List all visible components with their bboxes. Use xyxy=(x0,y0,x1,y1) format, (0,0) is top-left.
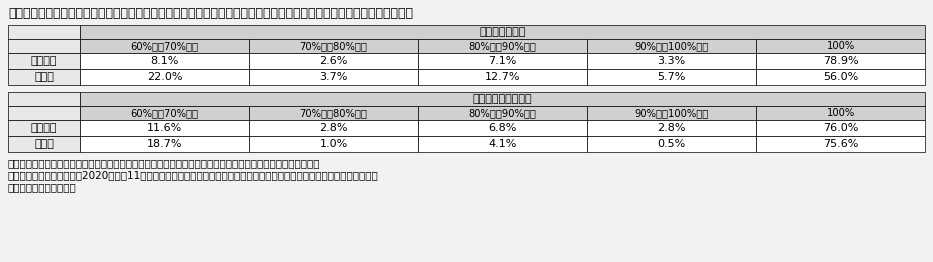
Text: 1.0%: 1.0% xyxy=(319,139,348,149)
Bar xyxy=(587,106,756,120)
Bar xyxy=(249,106,418,120)
Text: 78.9%: 78.9% xyxy=(823,56,858,66)
Bar xyxy=(418,39,587,53)
Bar xyxy=(418,120,587,136)
Bar xyxy=(418,53,587,69)
Text: 56.0%: 56.0% xyxy=(823,72,858,82)
Text: 60%以上70%未満: 60%以上70%未満 xyxy=(131,41,199,51)
Text: 付１－（６）－３表　雇用調整助成金・緊急雇用安定助成金における休業手当支払率ごとの支給決定件数の割合（休業）: 付１－（６）－３表 雇用調整助成金・緊急雇用安定助成金における休業手当支払率ごと… xyxy=(8,7,413,20)
Bar xyxy=(587,69,756,85)
Text: 雇用調整助成金: 雇用調整助成金 xyxy=(480,27,525,37)
Bar xyxy=(8,69,80,85)
Bar xyxy=(8,25,80,39)
Text: 90%以上100%未満: 90%以上100%未満 xyxy=(634,41,709,51)
Text: 18.7%: 18.7% xyxy=(146,139,182,149)
Text: 緊急雇用安定助成金: 緊急雇用安定助成金 xyxy=(473,94,533,104)
Text: 75.6%: 75.6% xyxy=(823,139,858,149)
Text: 12.7%: 12.7% xyxy=(485,72,521,82)
Text: 資料出所　厚生労働省職業安定局が実施したサンプル調査をもとに厚生労働省政策統括官付政策統括室にて作成: 資料出所 厚生労働省職業安定局が実施したサンプル調査をもとに厚生労働省政策統括官… xyxy=(8,158,321,168)
Bar xyxy=(80,92,925,106)
Text: 2.6%: 2.6% xyxy=(319,56,348,66)
Bar xyxy=(80,25,925,39)
Bar xyxy=(8,53,80,69)
Bar xyxy=(8,106,80,120)
Bar xyxy=(418,106,587,120)
Bar xyxy=(249,120,418,136)
Text: （注）　サンプル調査は、2020年５～11月の間に支給決定したものについてサンプル調査を実施。休業手当支払率が不明なも: （注） サンプル調査は、2020年５～11月の間に支給決定したものについてサンプ… xyxy=(8,170,379,180)
Bar xyxy=(80,69,249,85)
Text: のを除いている。: のを除いている。 xyxy=(8,182,77,192)
Bar xyxy=(8,120,80,136)
Bar xyxy=(249,69,418,85)
Text: 100%: 100% xyxy=(827,108,855,118)
Text: 2.8%: 2.8% xyxy=(319,123,348,133)
Text: 70%以上80%未満: 70%以上80%未満 xyxy=(299,41,368,51)
Text: 11.6%: 11.6% xyxy=(146,123,182,133)
Text: 0.5%: 0.5% xyxy=(658,139,686,149)
Text: 大企業: 大企業 xyxy=(35,72,54,82)
Text: 100%: 100% xyxy=(827,41,855,51)
Bar xyxy=(587,39,756,53)
Bar xyxy=(756,53,925,69)
Text: 80%以上90%未満: 80%以上90%未満 xyxy=(468,108,536,118)
Bar xyxy=(418,136,587,152)
Text: 3.3%: 3.3% xyxy=(658,56,686,66)
Text: 60%以上70%未満: 60%以上70%未満 xyxy=(131,108,199,118)
Bar xyxy=(418,69,587,85)
Bar xyxy=(756,106,925,120)
Bar xyxy=(756,136,925,152)
Text: 4.1%: 4.1% xyxy=(488,139,517,149)
Text: 70%以上80%未満: 70%以上80%未満 xyxy=(299,108,368,118)
Bar xyxy=(249,53,418,69)
Bar xyxy=(8,136,80,152)
Text: 5.7%: 5.7% xyxy=(658,72,686,82)
Text: 8.1%: 8.1% xyxy=(150,56,179,66)
Text: 3.7%: 3.7% xyxy=(319,72,348,82)
Bar xyxy=(756,69,925,85)
Bar xyxy=(249,39,418,53)
Text: 6.8%: 6.8% xyxy=(488,123,517,133)
Text: 80%以上90%未満: 80%以上90%未満 xyxy=(468,41,536,51)
Text: 22.0%: 22.0% xyxy=(146,72,182,82)
Bar xyxy=(756,39,925,53)
Bar xyxy=(80,120,249,136)
Bar xyxy=(80,53,249,69)
Text: 大企業: 大企業 xyxy=(35,139,54,149)
Bar xyxy=(8,39,80,53)
Text: 中小企業: 中小企業 xyxy=(31,123,57,133)
Bar xyxy=(756,120,925,136)
Bar xyxy=(8,92,80,106)
Bar xyxy=(80,136,249,152)
Text: 90%以上100%未満: 90%以上100%未満 xyxy=(634,108,709,118)
Bar xyxy=(587,53,756,69)
Text: 76.0%: 76.0% xyxy=(823,123,858,133)
Text: 中小企業: 中小企業 xyxy=(31,56,57,66)
Bar xyxy=(80,106,249,120)
Text: 7.1%: 7.1% xyxy=(488,56,517,66)
Text: 2.8%: 2.8% xyxy=(657,123,686,133)
Bar xyxy=(249,136,418,152)
Bar xyxy=(587,136,756,152)
Bar xyxy=(80,39,249,53)
Bar xyxy=(587,120,756,136)
